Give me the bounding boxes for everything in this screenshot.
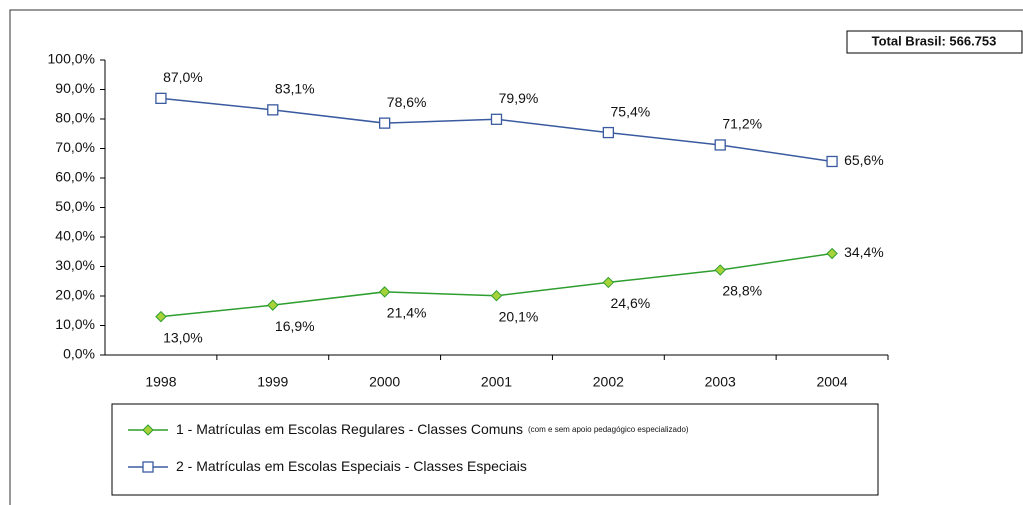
x-tick-label: 1999 (257, 374, 288, 390)
y-tick-label: 0,0% (63, 346, 95, 362)
legend-marker (142, 424, 154, 436)
data-label: 71,2% (722, 116, 762, 132)
data-label: 65,6% (844, 152, 884, 168)
data-point (490, 113, 503, 125)
data-label: 79,9% (499, 90, 539, 106)
y-tick-label: 50,0% (55, 198, 95, 214)
x-tick-label: 2000 (369, 374, 400, 390)
legend-box (111, 403, 879, 496)
y-tick-label: 80,0% (55, 110, 95, 126)
data-label: 13,0% (163, 329, 203, 345)
data-label: 87,0% (163, 69, 203, 85)
x-tick-label: 2002 (593, 374, 624, 390)
frame (9, 9, 1023, 505)
y-tick-label: 10,0% (55, 316, 95, 332)
data-label: 20,1% (499, 308, 539, 324)
y-tick-label: 100,0% (48, 51, 95, 67)
data-point (602, 276, 615, 289)
data-point (378, 286, 391, 298)
y-tick-label: 40,0% (55, 228, 95, 244)
legend-marker (142, 461, 154, 473)
x-tick-label: 2003 (705, 374, 736, 390)
data-point (714, 264, 726, 276)
data-point (826, 155, 838, 168)
data-point (155, 92, 167, 104)
data-point (155, 310, 167, 323)
y-tick-label: 30,0% (55, 257, 95, 273)
data-label: 16,9% (275, 318, 315, 334)
data-point (267, 104, 279, 116)
annotation: Total Brasil: 566.753 (872, 33, 997, 48)
y-tick-label: 90,0% (55, 80, 95, 96)
data-point (490, 289, 503, 302)
data-label: 75,4% (611, 103, 651, 119)
data-label: 24,6% (611, 295, 651, 311)
data-label: 83,1% (275, 81, 315, 97)
data-point (826, 247, 838, 260)
y-tick-label: 60,0% (55, 169, 95, 185)
data-label: 34,4% (844, 244, 884, 260)
legend-label: 2 - Matrículas em Escolas Especiais - Cl… (176, 458, 527, 474)
x-tick-label: 1998 (145, 374, 176, 390)
legend-name: 1 - Matrículas em Escolas Regulares - Cl… (176, 421, 523, 437)
x-tick-label: 2001 (481, 374, 512, 390)
legend-label: 1 - Matrículas em Escolas Regulares - Cl… (176, 421, 689, 437)
data-point (602, 126, 615, 139)
y-tick-label: 20,0% (55, 287, 95, 303)
annotation-box (846, 30, 1023, 54)
x-tick-label: 2004 (816, 374, 847, 390)
data-point (378, 117, 391, 129)
legend-note: (com e sem apoio pedagógico especializad… (528, 425, 689, 434)
data-label: 28,8% (722, 283, 762, 299)
data-label: 21,4% (387, 305, 427, 321)
data-label: 78,6% (387, 94, 427, 110)
data-point (267, 299, 279, 311)
data-point (714, 139, 726, 151)
legend-name: 2 - Matrículas em Escolas Especiais - Cl… (176, 458, 527, 474)
y-tick-label: 70,0% (55, 139, 95, 155)
